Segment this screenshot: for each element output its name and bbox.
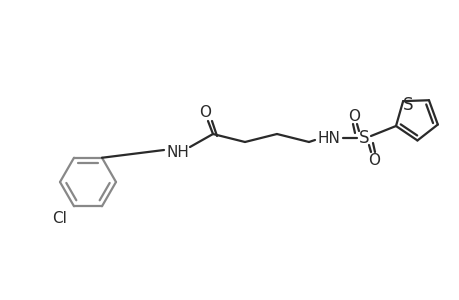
Text: HN: HN [317, 130, 340, 146]
Text: Cl: Cl [52, 211, 67, 226]
Text: O: O [347, 109, 359, 124]
Text: S: S [402, 96, 413, 114]
Text: O: O [199, 104, 211, 119]
Text: O: O [367, 152, 379, 167]
Text: NH: NH [166, 145, 189, 160]
Text: S: S [358, 129, 369, 147]
